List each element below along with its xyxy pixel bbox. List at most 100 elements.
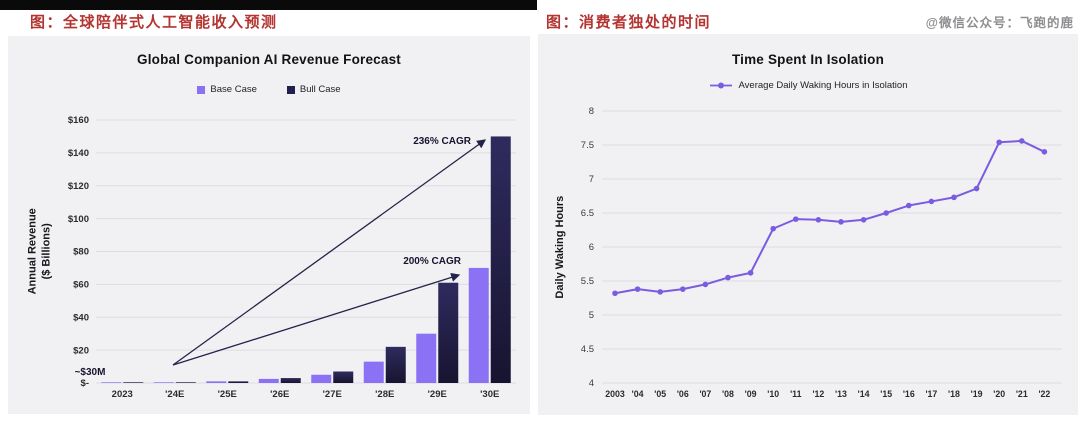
line-chart-title: Time Spent In Isolation — [731, 52, 885, 67]
x-tick-label: '29E — [428, 389, 447, 400]
bar-base-case--26e — [258, 378, 279, 383]
x-tick-label: '05 — [654, 389, 666, 399]
bar-bull-case--28e — [385, 346, 406, 383]
y-tick-label: $140 — [68, 148, 89, 159]
x-tick-label: '22 — [1038, 389, 1050, 399]
isolation-hours-line — [614, 139, 1046, 295]
data-point--09 — [747, 270, 754, 276]
y-tick-label: $160 — [68, 115, 89, 126]
data-point--20 — [996, 139, 1002, 146]
legend-item-bull-case: Bull Case — [286, 84, 341, 95]
bar-chart-legend: Base Case Bull Case — [8, 84, 530, 95]
x-tick-label: '18 — [948, 389, 960, 399]
bar-chart-title: Global Companion AI Revenue Forecast — [137, 52, 401, 67]
top-black-bar — [0, 0, 537, 10]
y-tick-label: $120 — [68, 181, 89, 192]
x-tick-label: '10 — [767, 389, 779, 399]
x-tick-label: '28E — [375, 389, 394, 400]
annotation-label: ~$30M — [75, 367, 106, 378]
data-point--13 — [838, 219, 844, 225]
bar-base-case--27e — [311, 374, 332, 383]
bar-base-case-2023 — [101, 382, 122, 383]
bar-base-case--25e — [206, 381, 227, 383]
bar-bull-case--27e — [333, 371, 354, 383]
x-tick-label: '19 — [971, 389, 983, 399]
x-tick-label: '04 — [632, 389, 644, 399]
data-point--18 — [951, 194, 957, 201]
y-tick-label: $100 — [68, 214, 89, 225]
annotation-label: 236% CAGR — [413, 136, 472, 147]
data-point--21 — [1019, 138, 1025, 144]
y-tick-label: 5.5 — [581, 276, 594, 287]
y-tick-label: $60 — [73, 280, 89, 291]
bar-base-case--28e — [363, 361, 384, 383]
x-tick-label: '30E — [480, 389, 499, 400]
data-point--10 — [770, 225, 776, 232]
line-chart-plot-area: 8 7.5 7 6.5 6 5.5 5 4.5 4 2003 '04 '05 '06 '07 '08 '09 '… — [581, 106, 1062, 399]
bar-bull-case--29e — [438, 282, 459, 383]
legend-swatch-base-case — [197, 85, 206, 94]
x-tick-label: '15 — [880, 389, 892, 399]
y-tick-label: 8 — [589, 106, 594, 117]
x-tick-label: '17 — [925, 389, 937, 399]
line-legend-marker-icon — [709, 82, 732, 89]
bar-base-case--30e — [468, 267, 489, 383]
annotation-label: 200% CAGR — [403, 256, 462, 267]
line-chart-legend: Average Daily Waking Hours in Isolation — [538, 80, 1078, 91]
data-point--08 — [725, 274, 731, 281]
right-figure-caption: 图：消费者独处的时间 — [546, 15, 712, 31]
legend-item-base-case: Base Case — [197, 84, 257, 95]
data-point--15 — [883, 210, 889, 216]
bar-base-case--24e — [153, 382, 174, 383]
y-tick-label: 4 — [589, 378, 594, 389]
x-tick-label: '20 — [993, 389, 1005, 399]
bar-bull-case--24e — [175, 382, 196, 383]
bar-bull-case--30e — [490, 136, 511, 383]
data-point--05 — [657, 289, 663, 295]
x-tick-label: '06 — [677, 389, 689, 399]
x-tick-label: '26E — [270, 389, 289, 400]
line-chart-panel: Time Spent In Isolation Average Daily Wa… — [538, 34, 1078, 415]
bar-bull-case-2023 — [123, 382, 144, 383]
data-point--16 — [906, 202, 912, 209]
x-tick-label: 2023 — [112, 389, 133, 400]
y-tick-label: $80 — [73, 247, 89, 258]
y-tick-label: 7.5 — [581, 140, 594, 151]
x-tick-label: '11 — [790, 389, 801, 399]
bar-chart-panel: Global Companion AI Revenue Forecast Bas… — [8, 36, 530, 414]
legend-swatch-bull-case — [286, 85, 295, 94]
x-tick-label: '12 — [812, 389, 824, 399]
y-tick-label: 4.5 — [581, 344, 594, 355]
data-point--22 — [1041, 149, 1048, 155]
data-point--11 — [793, 216, 799, 222]
y-tick-label: 6 — [589, 242, 594, 253]
x-tick-label: '08 — [722, 389, 734, 399]
cagr-arrow — [172, 273, 461, 366]
data-point--12 — [815, 217, 822, 223]
data-point--14 — [860, 217, 867, 223]
data-point--07 — [702, 281, 709, 288]
line-legend-label: Average Daily Waking Hours in Isolation — [738, 80, 908, 91]
x-tick-label: '14 — [858, 389, 870, 399]
x-tick-label: '07 — [699, 389, 711, 399]
bar-bull-case--26e — [280, 378, 301, 383]
data-point--06 — [680, 286, 686, 292]
x-tick-label: '09 — [745, 389, 757, 399]
x-tick-label: '25E — [218, 389, 237, 400]
x-tick-label: '21 — [1016, 389, 1028, 399]
legend-label-bull-case: Bull Case — [299, 84, 341, 95]
x-tick-label: 2003 — [605, 389, 625, 399]
x-tick-label: '16 — [903, 389, 915, 399]
y-tick-label: $40 — [73, 312, 89, 323]
x-tick-label: '27E — [323, 389, 342, 400]
data-point-2003 — [612, 290, 618, 297]
x-tick-label: '24E — [165, 389, 184, 400]
y-tick-label: 7 — [589, 174, 594, 185]
legend-label-base-case: Base Case — [210, 84, 257, 95]
cagr-arrow — [172, 139, 487, 366]
y-tick-label: $20 — [73, 345, 89, 356]
watermark: @微信公众号：飞跑的鹿 — [925, 16, 1074, 30]
y-tick-label: 6.5 — [581, 208, 594, 219]
bar-chart-plot-area: $160 $140 $120 $100 $80 $60 $40 $20 $- 2023 '24E '2… — [68, 115, 516, 400]
x-tick-label: '13 — [835, 389, 847, 399]
